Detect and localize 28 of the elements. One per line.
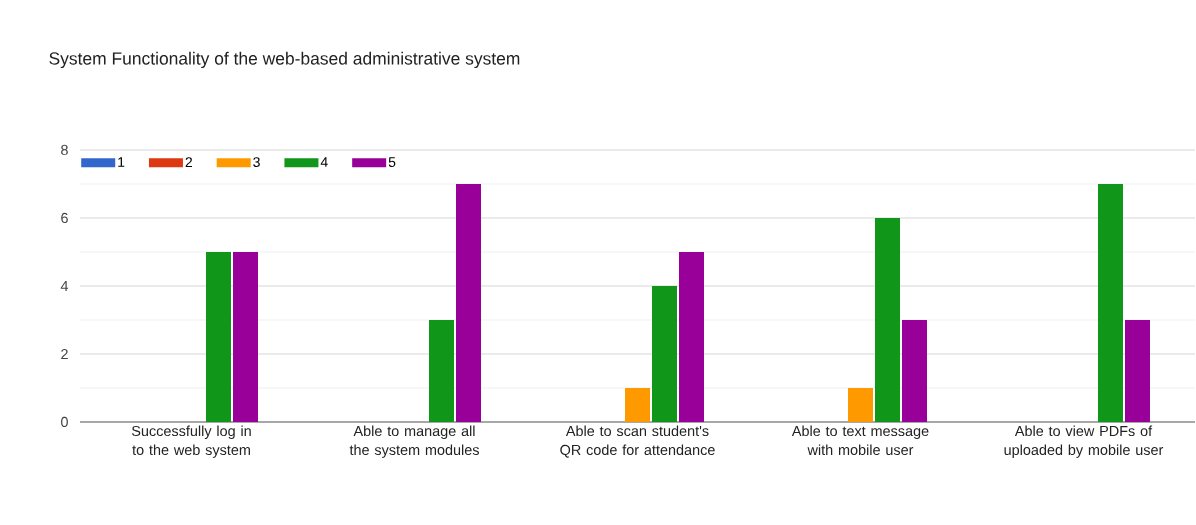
- bar: [679, 251, 704, 422]
- bar: [625, 387, 650, 422]
- bar: [847, 387, 873, 422]
- x-tick-label: Able to manage all the system modules: [349, 425, 479, 458]
- bar: [429, 319, 454, 422]
- bar: [901, 319, 927, 422]
- x-tick-label: Successfully log in to the web system: [131, 425, 251, 458]
- legend-label: 2: [185, 157, 192, 167]
- x-tick-label: Able to view PDFs of uploaded by mobile user: [1004, 425, 1164, 458]
- bar: [1097, 183, 1123, 422]
- legend-label: 3: [253, 157, 260, 168]
- bar: [206, 251, 232, 422]
- y-tick-label: 2: [61, 348, 68, 360]
- y-tick-label: 8: [61, 144, 68, 156]
- bar: [874, 217, 900, 422]
- bar: [233, 251, 259, 422]
- y-tick-label: 6: [61, 212, 68, 224]
- legend-label: 4: [320, 157, 328, 167]
- y-tick-label: 0: [61, 416, 68, 428]
- legend-label: 5: [388, 157, 396, 167]
- bar: [652, 285, 677, 422]
- x-tick-label: Able to text message with mobile user: [791, 425, 929, 456]
- bar: [456, 183, 481, 422]
- x-tick-label: Able to scan student's QR code for attendance: [560, 425, 715, 458]
- bar: [1124, 319, 1150, 422]
- legend-label: 1: [118, 157, 125, 167]
- chart-title: System Functionality of the web-based administrative system: [49, 51, 520, 69]
- y-tick-label: 4: [60, 281, 69, 291]
